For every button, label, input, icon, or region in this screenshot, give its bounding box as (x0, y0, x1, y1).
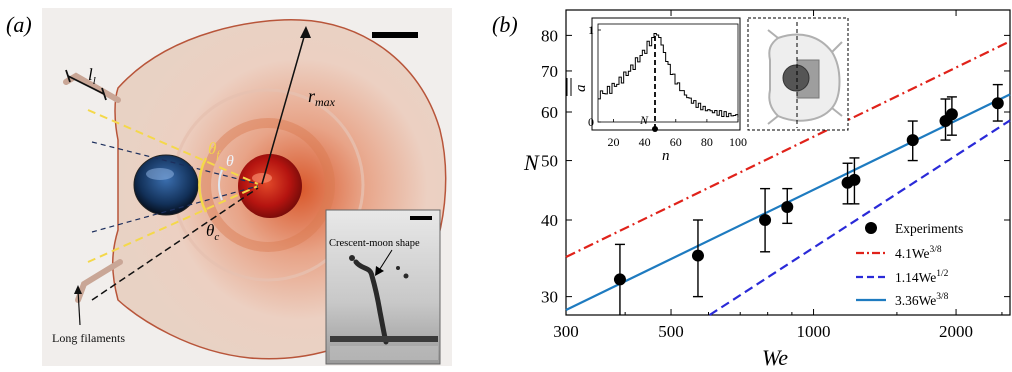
data-point (906, 134, 919, 147)
schematic-drop (782, 64, 810, 92)
scale-bar (372, 32, 418, 38)
r-max-arrowhead (300, 26, 311, 38)
spectrum-N-dot (652, 126, 658, 132)
thick-rim (201, 118, 335, 252)
spectrum-x-label: n (662, 148, 670, 164)
legend-marker-experiments (865, 222, 877, 234)
spectrum-inset: 20 40 60 80 100 1 0 N n a (566, 17, 747, 164)
spectrum-x-tick-label: 40 (639, 135, 651, 149)
l-l-tick-right (101, 87, 107, 101)
theta-c-line (91, 187, 259, 301)
spectrum-x-tick-label: 80 (701, 135, 713, 149)
spectrum-x-tick-label: 20 (608, 135, 620, 149)
spectrum-y-label: a (566, 78, 589, 96)
x-tick-label: 500 (658, 322, 684, 341)
panel-a: (a) (6, 8, 452, 366)
spectrum-plot-box (597, 23, 739, 123)
filament-pointer (77, 289, 81, 326)
legend: Experiments 4.1We3/8 1.14We1/2 3.36We3/8 (856, 221, 963, 308)
legend-label-41: 4.1We3/8 (895, 245, 942, 261)
spectrum-x-tick-label: 60 (670, 135, 682, 149)
red-drop-highlight (252, 173, 272, 183)
schematic-filaments (767, 29, 843, 125)
legend-label-114: 1.14We1/2 (895, 269, 949, 285)
red-drop (238, 154, 302, 218)
x-tick-label: 2000 (939, 322, 973, 341)
crescent-pointer (377, 249, 393, 273)
splash-reflection (330, 346, 438, 360)
panel-a-label: (a) (6, 12, 32, 37)
data-point (691, 249, 704, 262)
spectrum-y-tick-label: 1 (588, 23, 594, 37)
splash-film (330, 336, 438, 342)
fit-line (565, 40, 1011, 259)
y-tick-label: 70 (541, 62, 558, 81)
y-tick-label: 50 (541, 152, 558, 171)
data-point (848, 173, 861, 186)
y-tick-label: 80 (541, 26, 558, 45)
blue-drop (133, 154, 199, 216)
theta-line-top (91, 141, 259, 185)
x-axis-label: We (762, 345, 788, 370)
theta-f-arc (198, 157, 208, 213)
panel-b-label: (b) (492, 12, 518, 37)
splash-jet (353, 259, 389, 345)
data-point (991, 97, 1004, 110)
y-tick-label: 30 (541, 288, 558, 307)
spectrum-N-label: N (639, 113, 649, 127)
theta-f-label: θf (208, 139, 221, 161)
theta-line-bottom (91, 185, 259, 233)
y-tick-label: 60 (541, 103, 558, 122)
long-filaments-label: Long filaments (52, 331, 125, 345)
x-tick-label: 300 (553, 322, 579, 341)
splash-droplet (349, 255, 355, 261)
data-point (781, 201, 794, 214)
long-filament-bottom (75, 259, 123, 303)
theta-f-line-bottom (87, 185, 259, 263)
data-point (759, 214, 772, 227)
spectrum-y-tick-label: 0 (588, 115, 594, 129)
splash-inset: Crescent-moon shape (325, 209, 441, 365)
spectrum-curve (598, 32, 739, 118)
fit-line (709, 119, 1011, 316)
splash-droplet (403, 273, 409, 279)
x-tick-label: 1000 (797, 322, 831, 341)
crescent-label: Crescent-moon shape (329, 238, 420, 249)
crescent-pointer-head (375, 266, 384, 276)
theta-f-line-top (87, 109, 259, 185)
spectrum-ticks: 20 40 60 80 100 1 0 (588, 23, 747, 149)
l-l-marker (67, 75, 105, 95)
l-l-tick-left (65, 69, 71, 83)
legend-label-336: 3.36We3/8 (895, 292, 949, 308)
data-point (613, 273, 626, 286)
inset-scale-bar (410, 216, 432, 220)
y-tick-label: 40 (541, 211, 558, 230)
plot-frame (565, 9, 1011, 316)
splash-droplet (396, 266, 400, 270)
blue-drop-highlight (146, 168, 174, 180)
filament-pointer-head (74, 285, 82, 294)
schematic-inset (747, 17, 849, 131)
theta-c-label: θc (206, 221, 219, 243)
legend-label-experiments: Experiments (895, 221, 963, 236)
svg-text:a: a (573, 85, 589, 93)
r-max-arrow (261, 29, 307, 185)
spectrum-x-tick-label: 100 (729, 135, 747, 149)
experiment-points (613, 83, 1004, 315)
r-max-label: rmax (308, 86, 336, 109)
theta-arc (218, 169, 223, 201)
data-point (945, 108, 958, 121)
y-axis-label: N (523, 150, 540, 175)
theta-label: θ (226, 153, 234, 170)
l-l-label: ll (88, 65, 96, 87)
